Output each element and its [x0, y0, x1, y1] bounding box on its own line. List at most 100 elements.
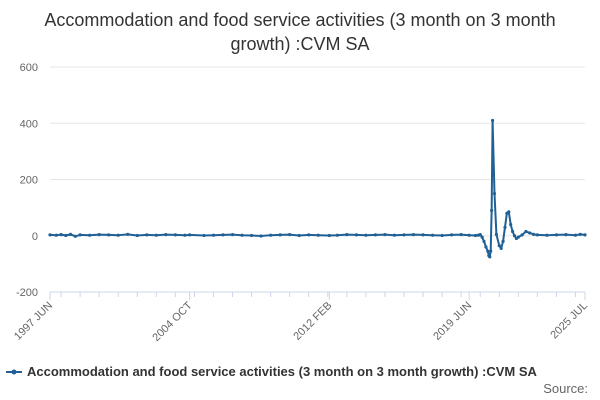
data-point [489, 249, 493, 253]
data-point [421, 233, 425, 237]
data-point [490, 118, 495, 123]
axes [49, 291, 586, 300]
data-point [573, 233, 578, 237]
data-point [478, 233, 482, 237]
data-point [345, 233, 349, 237]
data-point [497, 243, 501, 248]
data-point [430, 233, 435, 237]
legend-label: Accommodation and food service activitie… [27, 364, 537, 379]
y-tick-label: -200 [16, 287, 38, 299]
data-point [503, 225, 507, 229]
data-point [392, 233, 397, 237]
data-point [173, 233, 177, 237]
data-point [486, 249, 490, 253]
data-point [510, 229, 515, 234]
grid-lines [50, 66, 585, 293]
data-point [126, 232, 130, 236]
data-point [230, 233, 235, 237]
y-tick-label: 600 [20, 62, 38, 74]
data-point [107, 233, 111, 237]
data-point [564, 233, 568, 237]
data-point [307, 233, 311, 237]
x-tick-label: 2012 FEB [291, 300, 334, 343]
chart-title: Accommodation and food service activitie… [44, 10, 556, 54]
x-tick-label: 2025 JUL [548, 300, 590, 342]
data-point [364, 233, 368, 237]
legend-line-marker-icon [6, 369, 22, 374]
data-point [583, 233, 587, 237]
data-point [484, 245, 488, 249]
data-point [97, 233, 101, 237]
data-point [501, 239, 505, 243]
data-point [402, 233, 406, 237]
x-tick-label: 1997 JUN [12, 300, 55, 343]
x-tick-labels: 1997 JUN 2004 OCT 2012 FEB 2019 JUN 2025 JUL [12, 299, 590, 344]
data-point [183, 233, 187, 237]
data-point [516, 235, 520, 239]
data-point [335, 233, 339, 237]
data-point [54, 233, 58, 237]
data-point [316, 233, 320, 237]
data-point [154, 233, 158, 237]
y-tick-labels: 600 400 200 0 -200 [16, 62, 38, 299]
data-point [269, 233, 273, 237]
data-point [288, 233, 292, 237]
data-point [164, 233, 168, 237]
x-tick-label: 2004 OCT [150, 299, 195, 344]
data-point [494, 232, 498, 236]
data-point [59, 233, 63, 237]
data-point [440, 233, 444, 238]
data-point [490, 208, 494, 213]
data-point [482, 239, 486, 243]
x-tick-label: 2019 JUN [431, 300, 474, 343]
data-point [373, 233, 378, 237]
data-point [78, 233, 82, 237]
data-point [545, 233, 549, 237]
y-tick-label: 0 [32, 231, 38, 243]
data-point [578, 232, 582, 236]
data-point [524, 229, 528, 234]
data-point [459, 233, 463, 237]
data-point [188, 233, 192, 237]
data-point [240, 233, 244, 237]
data-point [135, 233, 139, 238]
data-point [221, 233, 225, 237]
data-point [528, 231, 532, 235]
legend[interactable]: Accommodation and food service activitie… [6, 364, 600, 379]
data-point [145, 233, 149, 237]
data-point [116, 233, 120, 237]
series-points [48, 118, 587, 259]
data-point [202, 233, 206, 238]
data-point [249, 233, 254, 238]
data-point [554, 233, 559, 237]
data-point [507, 210, 511, 214]
data-point [278, 233, 282, 237]
data-point [499, 246, 503, 251]
source-label: Source: [543, 381, 588, 396]
data-point [492, 191, 497, 196]
data-point [480, 235, 484, 239]
data-point [467, 233, 471, 237]
data-point [73, 234, 77, 238]
y-tick-label: 200 [20, 175, 38, 187]
data-point [450, 233, 454, 237]
data-point [297, 233, 301, 238]
data-point [411, 233, 416, 237]
data-point [88, 233, 92, 237]
data-point [383, 233, 387, 237]
data-point [531, 232, 536, 236]
data-point [509, 222, 513, 227]
data-point [259, 234, 263, 238]
data-point [473, 233, 478, 238]
data-point [64, 233, 68, 238]
data-point [512, 234, 517, 238]
y-tick-label: 400 [20, 118, 38, 130]
data-point [68, 232, 73, 236]
data-point [520, 233, 524, 237]
data-point [211, 233, 216, 237]
data-point [354, 233, 358, 237]
data-point [48, 233, 52, 237]
data-point [535, 233, 539, 237]
data-point [327, 233, 331, 238]
